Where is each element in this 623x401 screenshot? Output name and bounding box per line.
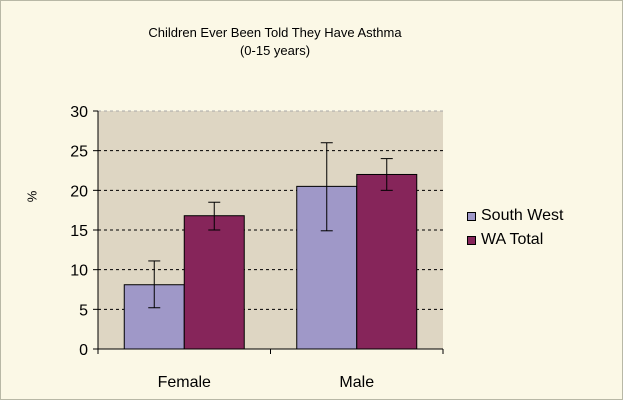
bar-wa-total-female bbox=[183, 215, 245, 350]
legend-label-south-west: South West bbox=[481, 207, 564, 224]
y-tick-label-5: 5 bbox=[79, 302, 88, 319]
chart-title: Children Ever Been Told They Have Asthma bbox=[148, 25, 402, 40]
legend-swatch-wa-total bbox=[467, 235, 476, 245]
y-tick-label-25: 25 bbox=[70, 144, 88, 161]
chart-subtitle: (0-15 years) bbox=[239, 43, 311, 58]
x-tick-label-male: Male bbox=[339, 374, 374, 391]
y-tick-label-10: 10 bbox=[70, 263, 88, 280]
legend-item-wa-total: WA Total bbox=[467, 228, 563, 252]
y-tick-label-30: 30 bbox=[70, 104, 88, 121]
legend-swatch-south-west bbox=[467, 211, 476, 221]
legend-item-south-west: South West bbox=[467, 204, 563, 228]
y-tick-label-15: 15 bbox=[70, 223, 88, 240]
legend-label-wa-total: WA Total bbox=[481, 231, 544, 248]
x-tick-label-female: Female bbox=[158, 374, 211, 391]
chart-title-block: Children Ever Been Told They Have Asthma… bbox=[1, 24, 549, 60]
y-tick-label-0: 0 bbox=[79, 342, 88, 359]
legend: South West WA Total bbox=[467, 204, 563, 252]
y-tick-label-20: 20 bbox=[70, 183, 88, 200]
bar-wa-total-male bbox=[356, 173, 418, 350]
